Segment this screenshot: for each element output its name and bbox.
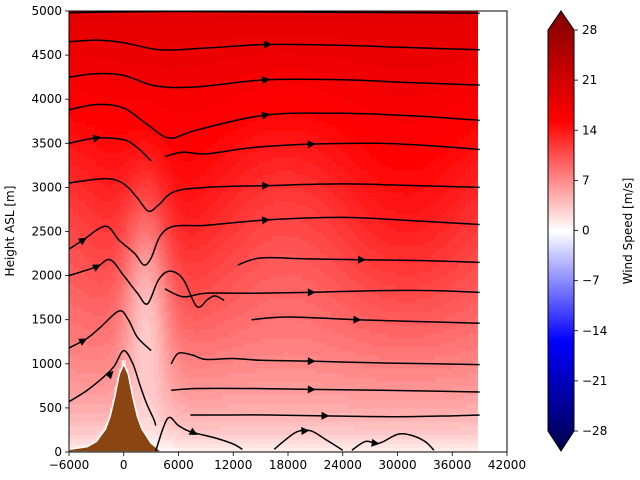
streamline-arrow <box>307 140 316 149</box>
streamlines <box>69 11 480 452</box>
streamline-arrow <box>357 255 366 264</box>
streamline <box>69 11 480 14</box>
streamline-arrow <box>105 370 114 380</box>
streamline <box>69 258 225 308</box>
streamline <box>69 349 157 426</box>
y-tick-label: 1000 <box>31 357 62 371</box>
x-tick-label: 24000 <box>324 458 362 472</box>
streamline-arrow <box>301 427 310 436</box>
colorbar-tick-label: −7 <box>582 274 600 288</box>
streamline-arrow <box>371 438 380 447</box>
streamline <box>69 103 480 139</box>
streamline-arrow <box>261 111 271 120</box>
y-tick-label: 1500 <box>31 313 62 327</box>
colorbar-ticks: −28 −21 −14 −7 0 7 14 21 28 <box>574 23 607 438</box>
colorbar-tick-label: −21 <box>582 374 607 388</box>
streamline <box>164 288 480 298</box>
colorbar-tick-label: 28 <box>582 23 597 37</box>
y-tick-label: 4500 <box>31 48 62 62</box>
y-tick-label: 0 <box>54 445 62 459</box>
colorbar-tick-label: 0 <box>582 224 590 238</box>
plot-area: −6000 0 6000 12000 18000 24000 30000 36000 42000… <box>3 4 526 472</box>
streamline <box>351 432 435 451</box>
streamline-arrow <box>262 181 271 190</box>
x-tick-label: 12000 <box>214 458 252 472</box>
colorbar-tick-label: 7 <box>582 173 590 187</box>
y-tick-label: 2500 <box>31 225 62 239</box>
colorbar-tick-label: 21 <box>582 73 597 87</box>
x-tick-label: 6000 <box>163 458 194 472</box>
streamline-arrow <box>78 338 88 346</box>
x-tick-label: 18000 <box>269 458 307 472</box>
streamline <box>69 309 152 352</box>
y-tick-label: 3000 <box>31 180 62 194</box>
streamline-arrow <box>353 315 362 324</box>
y-tick-label: 500 <box>39 401 62 415</box>
streamline <box>69 216 480 266</box>
streamline-arrow <box>92 134 102 143</box>
streamline-arrow <box>307 385 316 394</box>
colorbar-tick-label: −14 <box>582 324 607 338</box>
streamline-arrow <box>321 411 330 420</box>
streamline <box>69 137 152 162</box>
colorbar-label: Wind Speed [m/s] <box>621 178 635 285</box>
streamline-arrow <box>78 237 87 246</box>
streamline-arrow <box>261 76 271 85</box>
x-tick-label: −6000 <box>49 458 90 472</box>
y-tick-label: 4000 <box>31 92 62 106</box>
x-tick-label: 0 <box>120 458 128 472</box>
streamline <box>237 256 480 266</box>
streamline <box>164 142 480 158</box>
x-tick-label: 42000 <box>488 458 526 472</box>
y-axis: 0 500 1000 1500 2000 2500 3000 3500 4000 4500 5000 <box>31 4 69 459</box>
y-tick-label: 2000 <box>31 269 62 283</box>
x-tick-label: 30000 <box>378 458 416 472</box>
y-tick-label: 3500 <box>31 136 62 150</box>
colorbar-tick-label: −28 <box>582 424 607 438</box>
streamline <box>170 351 480 366</box>
colorbar-tick-label: 14 <box>582 123 597 137</box>
y-axis-label: Height ASL [m] <box>3 186 17 277</box>
x-tick-label: 36000 <box>433 458 471 472</box>
y-tick-label: 5000 <box>31 4 62 18</box>
x-axis: −6000 0 6000 12000 18000 24000 30000 36000 42000 <box>49 452 526 472</box>
streamline <box>69 177 480 213</box>
streamline <box>69 39 480 51</box>
streamline-arrow <box>263 40 273 49</box>
streamline-arrow <box>188 427 198 435</box>
colorbar-gradient <box>547 10 575 452</box>
colorbar: −28 −21 −14 −7 0 7 14 21 28 Wind Speed [m/s] <box>547 10 635 452</box>
streamline-arrow <box>91 264 101 272</box>
streamline-arrow <box>307 288 316 297</box>
streamline-arrow <box>307 357 316 366</box>
streamline <box>69 72 480 89</box>
streamline-arrow <box>261 216 271 225</box>
wind-speed-contour-field <box>69 11 478 452</box>
terrain-profile <box>68 361 161 453</box>
